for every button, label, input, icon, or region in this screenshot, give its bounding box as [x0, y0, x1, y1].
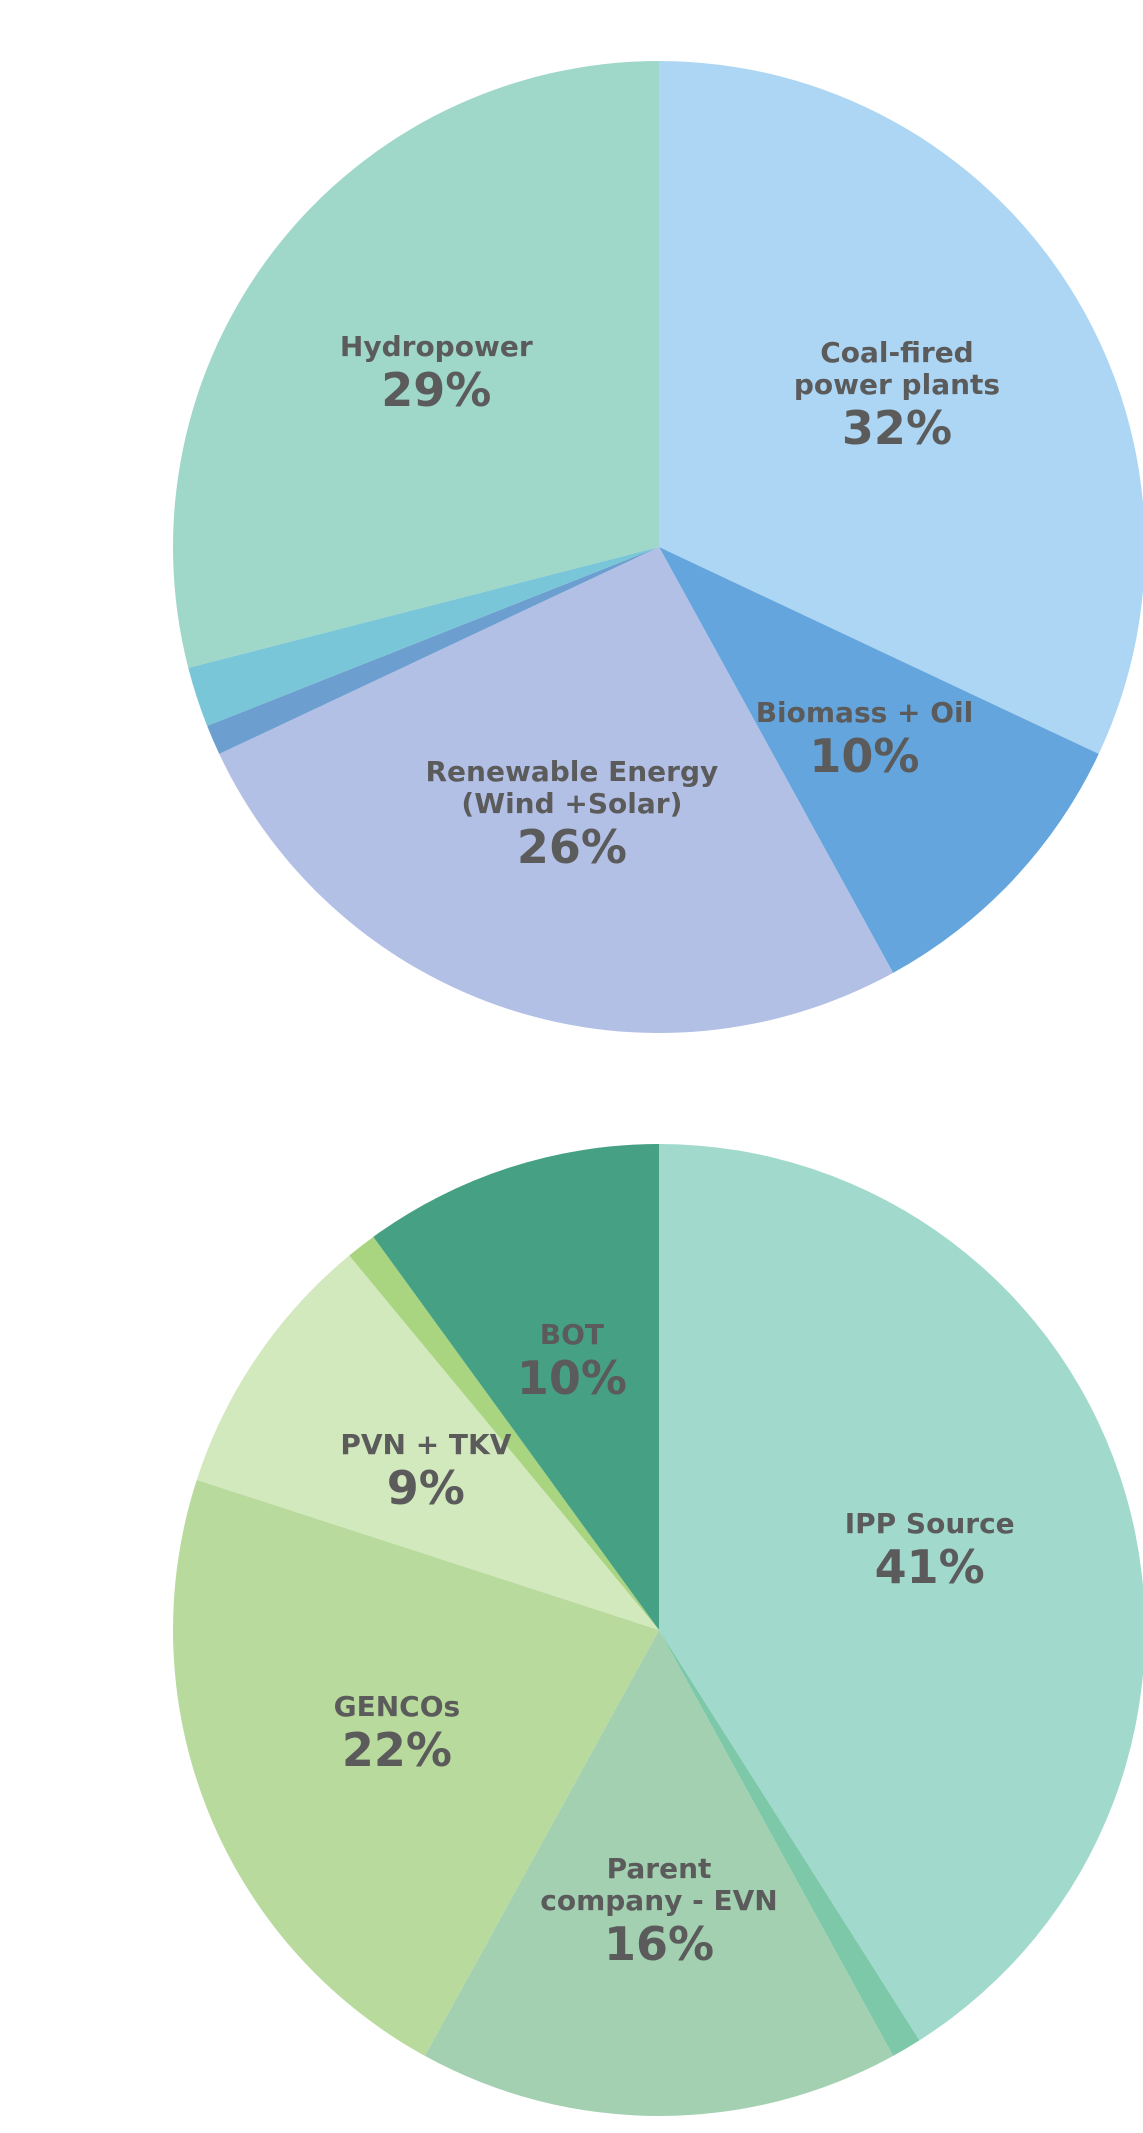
category-label: Coal-fired power plants	[793, 335, 1001, 401]
pie-slice	[172, 61, 659, 668]
pie-slice	[349, 1236, 659, 1630]
slice-label: BOT 10%	[516, 1317, 627, 1405]
slice-label: Renewable Energy (Wind +Solar) 26%	[425, 755, 719, 875]
slice-label: GENCOs 22%	[333, 1689, 461, 1777]
pie-slice	[659, 1630, 920, 2056]
value-label: 16%	[603, 1916, 715, 1971]
slice-label: Hydropower 29%	[339, 330, 533, 418]
slice-label: Coal-fired power plants 32%	[774, 335, 1020, 455]
pie-slice	[219, 547, 894, 1033]
category-label: Biomass + Oil	[755, 695, 974, 729]
pie-slice	[196, 1255, 659, 1630]
value-label: 41%	[874, 1540, 985, 1595]
pie-slice	[659, 1144, 1143, 2041]
value-label: 32%	[841, 400, 953, 455]
pie-slice	[424, 1630, 894, 2116]
category-label: BOT	[539, 1317, 605, 1351]
slice-label: Biomass + Oil 10%	[755, 695, 974, 783]
category-label: Hydropower	[339, 330, 533, 364]
category-label: GENCOs	[333, 1689, 461, 1723]
slice-label: PVN + TKV 9%	[340, 1427, 512, 1515]
pie-slice	[659, 61, 1143, 754]
pie-slice	[172, 1479, 659, 2056]
category-label: Parent company - EVN	[540, 1851, 778, 1917]
slice-label: Parent company - EVN 16%	[540, 1851, 778, 1971]
value-label: 26%	[516, 820, 627, 875]
value-label: 10%	[516, 1350, 627, 1405]
value-label: 10%	[809, 728, 920, 783]
category-label: IPP Source	[844, 1507, 1015, 1541]
pie-slice	[207, 547, 659, 754]
value-label: 22%	[341, 1722, 452, 1777]
value-label: 29%	[381, 363, 492, 418]
pie-slice	[188, 547, 659, 726]
category-label: PVN + TKV	[340, 1427, 512, 1461]
slice-label: IPP Source 41%	[844, 1507, 1015, 1595]
pie-slice	[659, 547, 1099, 973]
category-label: Renewable Energy (Wind +Solar)	[425, 755, 719, 821]
value-label: 9%	[386, 1460, 465, 1515]
pie-slice	[373, 1144, 659, 1630]
